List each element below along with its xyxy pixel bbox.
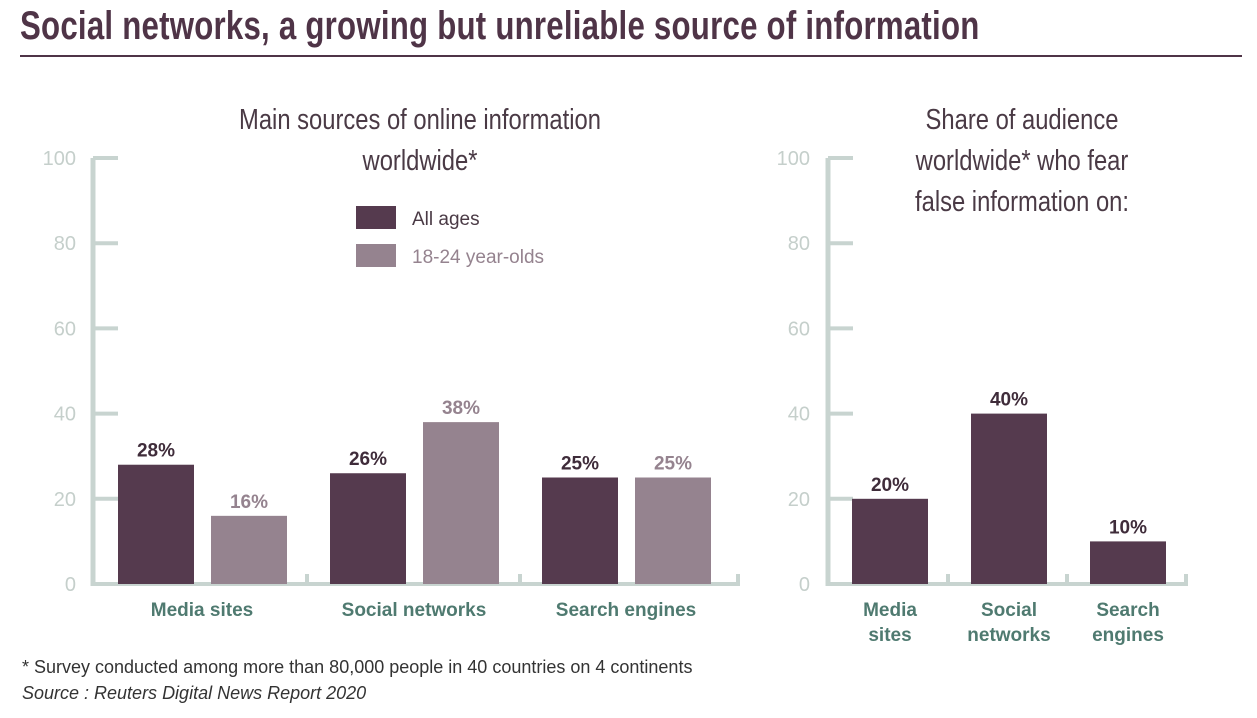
source-note: Source : Reuters Digital News Report 202… (22, 683, 367, 703)
bar (635, 477, 711, 584)
bar (971, 413, 1047, 584)
bar (118, 464, 194, 584)
y-tick-label: 60 (54, 318, 76, 340)
chart-title: Share of audience (926, 103, 1119, 136)
category-label: Social (981, 600, 1037, 621)
legend-label: All ages (412, 209, 480, 230)
data-label: 25% (654, 454, 692, 475)
data-label: 20% (871, 475, 909, 496)
data-label: 16% (230, 492, 268, 513)
y-tick-label: 100 (43, 148, 76, 170)
data-label: 25% (561, 454, 599, 475)
bar (423, 422, 499, 584)
legend-label: 18-24 year-olds (412, 247, 544, 268)
chart-title: worldwide* (362, 144, 478, 177)
data-label: 38% (442, 398, 480, 419)
category-label: Search (1096, 600, 1159, 621)
bar (542, 477, 618, 584)
data-label: 28% (137, 441, 175, 462)
y-tick-label: 20 (788, 489, 810, 511)
category-label: sites (868, 625, 911, 646)
data-label: 26% (349, 449, 387, 470)
chart-title: false information on: (915, 185, 1129, 218)
chart-title: Main sources of online information (239, 103, 601, 136)
category-label: Search engines (556, 600, 696, 621)
y-tick-label: 60 (788, 318, 810, 340)
y-tick-label: 40 (788, 404, 810, 426)
y-tick-label: 40 (54, 404, 76, 426)
y-tick-label: 20 (54, 489, 76, 511)
bar (852, 498, 928, 584)
y-tick-label: 0 (65, 574, 76, 596)
category-label: networks (967, 625, 1050, 646)
footnote: * Survey conducted among more than 80,00… (22, 657, 693, 677)
category-label: engines (1092, 625, 1164, 646)
bar (1090, 541, 1166, 584)
legend-swatch (356, 244, 396, 267)
bar (330, 473, 406, 584)
y-tick-label: 100 (777, 148, 810, 170)
category-label: Media sites (151, 600, 253, 621)
data-label: 40% (990, 390, 1028, 411)
category-label: Media (863, 600, 917, 621)
legend-swatch (356, 206, 396, 229)
bar (211, 515, 287, 584)
category-label: Social networks (342, 600, 487, 621)
y-tick-label: 0 (799, 574, 810, 596)
chart-title: worldwide* who fear (915, 144, 1129, 177)
title-divider (20, 55, 1242, 57)
y-tick-label: 80 (788, 233, 810, 255)
y-tick-label: 80 (54, 233, 76, 255)
main-title: Social networks, a growing but unreliabl… (20, 4, 980, 48)
data-label: 10% (1109, 517, 1147, 538)
